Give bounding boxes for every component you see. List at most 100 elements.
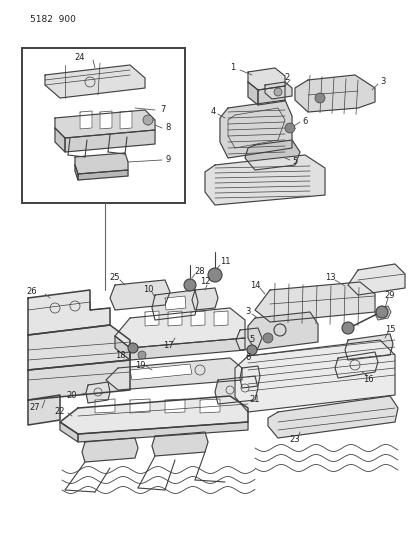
Text: 13: 13 (325, 273, 335, 282)
Polygon shape (86, 382, 110, 403)
Polygon shape (115, 308, 245, 348)
Polygon shape (152, 290, 198, 320)
Circle shape (138, 351, 146, 359)
Polygon shape (255, 282, 375, 322)
Polygon shape (258, 86, 285, 105)
Polygon shape (28, 290, 110, 335)
Polygon shape (375, 306, 391, 320)
Text: 22: 22 (55, 408, 65, 416)
Polygon shape (145, 311, 159, 326)
Polygon shape (75, 153, 128, 174)
Text: 3: 3 (380, 77, 386, 86)
Polygon shape (152, 432, 208, 456)
Polygon shape (115, 336, 130, 360)
Text: 5: 5 (293, 157, 297, 166)
Text: 8: 8 (165, 124, 171, 133)
Circle shape (274, 88, 282, 96)
Polygon shape (236, 328, 262, 350)
Polygon shape (235, 340, 395, 412)
Polygon shape (248, 312, 318, 350)
Polygon shape (165, 296, 186, 310)
Text: 6: 6 (245, 353, 251, 362)
Polygon shape (28, 395, 60, 425)
Polygon shape (265, 82, 292, 99)
Polygon shape (28, 325, 130, 370)
Polygon shape (110, 280, 170, 310)
Polygon shape (82, 438, 138, 462)
Text: 15: 15 (385, 326, 395, 335)
Polygon shape (192, 288, 218, 310)
Polygon shape (200, 399, 220, 413)
Circle shape (184, 279, 196, 291)
Text: 10: 10 (143, 286, 153, 295)
Text: 29: 29 (385, 290, 395, 300)
Polygon shape (215, 376, 258, 404)
Polygon shape (130, 338, 245, 360)
Text: 2: 2 (284, 74, 290, 83)
Polygon shape (191, 311, 205, 326)
FancyBboxPatch shape (22, 48, 185, 203)
Text: 5: 5 (249, 335, 255, 344)
Polygon shape (45, 65, 145, 98)
Polygon shape (80, 111, 92, 129)
Text: 16: 16 (363, 376, 373, 384)
Polygon shape (240, 366, 260, 388)
Polygon shape (348, 264, 405, 295)
Circle shape (285, 123, 295, 133)
Polygon shape (268, 396, 398, 438)
Polygon shape (55, 128, 65, 152)
Text: 11: 11 (220, 257, 230, 266)
Polygon shape (205, 155, 325, 205)
Text: 21: 21 (250, 395, 260, 405)
Polygon shape (55, 110, 155, 138)
Text: 9: 9 (165, 156, 171, 165)
Polygon shape (130, 364, 192, 380)
Polygon shape (248, 68, 285, 90)
Text: 3: 3 (245, 308, 251, 317)
Circle shape (128, 343, 138, 353)
Text: 17: 17 (163, 341, 173, 350)
Polygon shape (95, 399, 115, 413)
Circle shape (315, 93, 325, 103)
Text: 4: 4 (211, 108, 215, 117)
Polygon shape (75, 165, 78, 180)
Text: 6: 6 (302, 117, 308, 126)
Circle shape (342, 322, 354, 334)
Polygon shape (100, 111, 112, 129)
Text: 23: 23 (290, 435, 300, 445)
Polygon shape (295, 75, 375, 112)
Polygon shape (335, 352, 378, 378)
Circle shape (376, 306, 388, 318)
Polygon shape (220, 100, 292, 158)
Polygon shape (60, 422, 78, 442)
Circle shape (263, 333, 273, 343)
Polygon shape (78, 422, 248, 442)
Text: 28: 28 (195, 268, 205, 277)
Polygon shape (106, 358, 242, 390)
Text: 14: 14 (250, 281, 260, 290)
Polygon shape (165, 399, 185, 413)
Text: 25: 25 (110, 273, 120, 282)
Text: 26: 26 (27, 287, 37, 296)
Polygon shape (65, 130, 155, 152)
Polygon shape (214, 311, 228, 326)
Circle shape (208, 268, 222, 282)
Text: 24: 24 (75, 53, 85, 62)
Polygon shape (120, 111, 132, 129)
Text: 7: 7 (160, 106, 166, 115)
Text: 27: 27 (30, 403, 40, 413)
Polygon shape (345, 334, 393, 360)
Polygon shape (248, 82, 258, 105)
Polygon shape (245, 140, 300, 170)
Polygon shape (78, 170, 128, 180)
Polygon shape (168, 311, 182, 326)
Polygon shape (130, 399, 150, 413)
Circle shape (143, 115, 153, 125)
Text: 19: 19 (135, 360, 145, 369)
Text: 5182  900: 5182 900 (30, 15, 76, 24)
Circle shape (247, 345, 257, 355)
Text: 18: 18 (115, 351, 125, 359)
Text: 12: 12 (200, 278, 210, 287)
Polygon shape (60, 396, 248, 434)
Polygon shape (28, 360, 130, 400)
